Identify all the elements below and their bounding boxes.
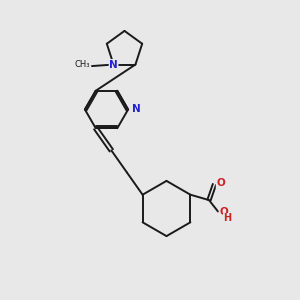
Text: N: N (109, 59, 118, 70)
Text: H: H (224, 213, 232, 224)
Text: CH₃: CH₃ (74, 60, 90, 69)
Text: N: N (132, 104, 141, 115)
Text: O: O (216, 178, 225, 188)
Text: O: O (219, 207, 228, 217)
